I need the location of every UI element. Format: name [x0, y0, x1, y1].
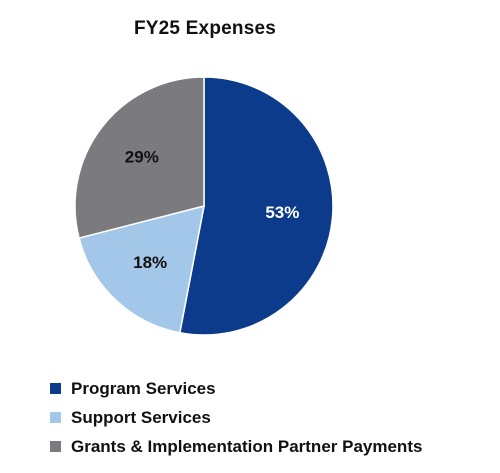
pie-slice-label-0: 53%: [265, 203, 299, 222]
legend-label-1: Support Services: [71, 407, 211, 427]
pie-slice-0: [178, 76, 334, 336]
legend-swatch-1: [50, 412, 61, 423]
legend-label-2: Grants & Implementation Partner Payments: [71, 436, 423, 456]
pie-slices: [74, 76, 334, 336]
pie-slice-1: [78, 204, 205, 334]
legend-item-1: Support Services: [50, 403, 490, 432]
pie-slice-label-1: 18%: [133, 253, 167, 272]
legend: Program Services Support Services Grants &…: [50, 374, 490, 461]
pie-slice-labels: 53% 18% 29%: [125, 147, 300, 272]
pie-slice-label-2: 29%: [125, 147, 159, 166]
legend-swatch-0: [50, 383, 61, 394]
legend-item-2: Grants & Implementation Partner Payments: [50, 432, 490, 461]
legend-item-0: Program Services: [50, 374, 490, 403]
pie-slice-2: [74, 76, 205, 239]
legend-swatch-2: [50, 441, 61, 452]
pie-chart: 53% 18% 29%: [74, 76, 334, 336]
legend-label-0: Program Services: [71, 378, 216, 398]
chart-title: FY25 Expenses: [133, 18, 276, 39]
